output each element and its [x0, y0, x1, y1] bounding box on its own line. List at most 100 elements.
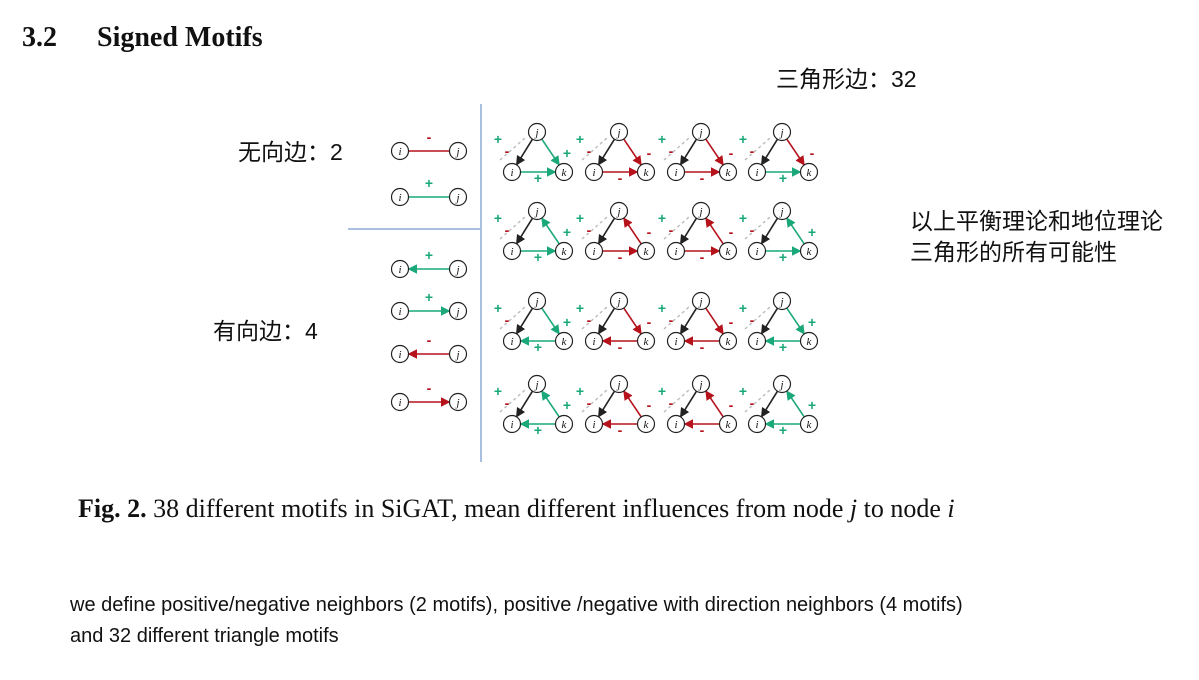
edge-sign-kj: -	[729, 224, 734, 240]
edge-sign-ik: +	[534, 170, 542, 186]
node-k: k	[636, 331, 656, 351]
undirected-edges-annotation: 无向边：2	[238, 139, 343, 165]
node-k-label: k	[644, 419, 650, 431]
edge-sign-kj: +	[808, 224, 816, 240]
node-j: j	[691, 291, 711, 311]
pair-sign-negative: -	[587, 395, 592, 411]
edge-sign-kj: +	[563, 314, 571, 330]
pair-sign-negative: -	[505, 395, 510, 411]
node-k: k	[636, 414, 656, 434]
node-k: k	[554, 241, 574, 261]
undirected-motif-2: i j +	[390, 175, 468, 207]
node-j: j	[609, 122, 629, 142]
edge-k-j	[705, 390, 724, 418]
node-i-label: i	[674, 167, 677, 179]
edge-sign-ik: +	[779, 422, 787, 438]
node-j: j	[691, 201, 711, 221]
caption-var-j: j	[849, 494, 858, 523]
triangle-motif-r3-c4: +- ++ijk	[739, 291, 819, 355]
pair-sign-positive: +	[739, 300, 747, 316]
node-k-circle	[554, 162, 574, 182]
edge-j-i	[597, 138, 616, 166]
node-j-circle	[772, 291, 792, 311]
edge-j-i	[679, 390, 698, 418]
node-k-circle	[799, 162, 819, 182]
triangle-motif-r3-c1: +- ++ijk	[494, 291, 574, 355]
node-j-circle	[527, 122, 547, 142]
pair-sign-negative: -	[587, 222, 592, 238]
directed-motif-2: i j +	[390, 289, 468, 321]
node-k-label: k	[644, 246, 650, 258]
edge-sign-kj: -	[647, 397, 652, 413]
node-i: i	[390, 187, 410, 207]
edge-sign: +	[425, 289, 433, 305]
node-j: j	[448, 259, 468, 279]
node-k-circle	[554, 241, 574, 261]
pair-sign-negative: -	[505, 312, 510, 328]
node-j-label: j	[454, 397, 459, 409]
node-i: i	[747, 414, 767, 434]
node-k: k	[554, 162, 574, 182]
node-k-label: k	[807, 246, 813, 258]
node-j-circle	[448, 259, 468, 279]
node-j-circle	[691, 291, 711, 311]
node-k-label: k	[807, 419, 813, 431]
edge-j-k	[705, 307, 724, 335]
edge-k-j	[705, 217, 724, 245]
node-j: j	[609, 291, 629, 311]
pair-sign-positive: +	[658, 210, 666, 226]
pair-sign-positive: +	[576, 131, 584, 147]
node-j-label: j	[778, 127, 783, 139]
edge-j-i	[515, 390, 534, 418]
node-i-circle	[666, 414, 686, 434]
node-k-label: k	[562, 167, 568, 179]
node-k-label: k	[562, 246, 568, 258]
node-i-label: i	[398, 349, 401, 361]
edge-j-i	[597, 307, 616, 335]
edge-k-j	[541, 390, 560, 418]
node-i: i	[390, 259, 410, 279]
node-k-circle	[636, 331, 656, 351]
node-j-circle	[448, 301, 468, 321]
node-i-label: i	[398, 264, 401, 276]
pair-sign-negative: -	[587, 143, 592, 159]
node-k-circle	[799, 414, 819, 434]
node-k: k	[554, 414, 574, 434]
node-i-label: i	[592, 246, 595, 258]
node-k-circle	[718, 162, 738, 182]
section-heading: 3.2 Signed Motifs	[22, 22, 263, 54]
node-i: i	[390, 344, 410, 364]
node-j-circle	[772, 122, 792, 142]
pair-sign-negative: -	[669, 312, 674, 328]
node-j-circle	[609, 291, 629, 311]
edge-j-k	[786, 138, 805, 166]
edge-sign-kj: -	[647, 145, 652, 161]
node-j-circle	[691, 374, 711, 394]
node-i-label: i	[592, 167, 595, 179]
edge-sign-kj: +	[563, 145, 571, 161]
edge-sign-kj: +	[563, 397, 571, 413]
edge-j-k	[623, 138, 642, 166]
edge-j-i	[760, 138, 779, 166]
edge-sign-kj: +	[808, 314, 816, 330]
edge-j-i	[515, 217, 534, 245]
pair-sign-positive: +	[658, 383, 666, 399]
edge-sign-kj: -	[647, 224, 652, 240]
node-j-label: j	[697, 127, 702, 139]
edge-sign-ik: -	[618, 422, 623, 438]
node-k: k	[799, 241, 819, 261]
pair-sign-positive: +	[494, 383, 502, 399]
node-i-label: i	[510, 419, 513, 431]
node-j: j	[609, 201, 629, 221]
edge-sign-kj: +	[563, 224, 571, 240]
node-i: i	[502, 414, 522, 434]
node-j-circle	[691, 122, 711, 142]
node-k-circle	[554, 414, 574, 434]
edge-j-i	[679, 217, 698, 245]
edge-sign-ik: +	[779, 339, 787, 355]
edge-j-i	[760, 217, 779, 245]
pair-sign-positive: +	[658, 300, 666, 316]
node-i-circle	[666, 162, 686, 182]
edge-sign-kj: -	[810, 145, 815, 161]
node-k-label: k	[807, 167, 813, 179]
